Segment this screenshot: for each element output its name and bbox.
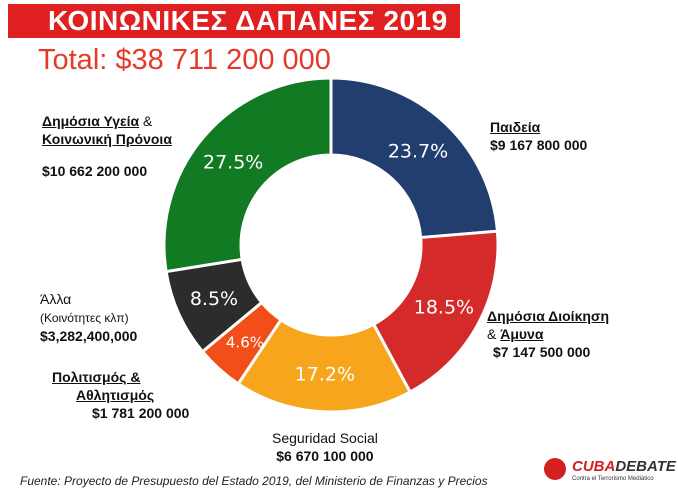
logo-text: CUBADEBATE [572,458,676,475]
label-culture-name: Πολιτισμός & [52,369,141,385]
label-other: Άλλα (Κοινότητες κλπ) $3,282,400,000 [40,290,137,345]
pct-label-health: 27.5% [203,152,263,174]
label-admin-amp: & [487,326,501,342]
cubadebate-logo[interactable]: CUBADEBATE Contra el Terrorismo Mediátic… [544,456,676,488]
pct-label-security: 17.2% [295,363,355,385]
label-culture-name2: Αθλητισμός [76,387,155,403]
label-admin-name: Δημόσια Διοίκηση [487,308,610,324]
label-security-name: Seguridad Social [272,430,378,446]
label-culture: Πολιτισμός & Αθλητισμός $1 781 200 000 [52,368,189,422]
label-health-amount: $10 662 200 000 [42,163,148,179]
pct-label-education: 23.7% [388,140,448,162]
pct-label-admin: 18.5% [414,296,474,318]
logo-mark-icon [544,458,566,480]
slice-health [162,76,333,274]
slice-education [329,76,500,240]
label-admin: Δημόσια Διοίκηση & Άμυνα $7 147 500 000 [487,307,609,361]
label-culture-amount: $1 781 200 000 [92,405,190,421]
pct-label-culture: 4.6% [226,333,264,351]
logo-subtitle: Contra el Terrorismo Mediático [572,476,654,482]
label-other-amount: $3,282,400,000 [40,328,138,344]
label-education-name: Παιδεία [490,119,541,135]
label-admin-amount: $7 147 500 000 [493,344,591,360]
label-security-amount: $6 670 100 000 [276,448,374,464]
pct-label-other: 8.5% [190,288,238,310]
label-other-name: Άλλα [40,291,72,307]
total-amount: Total: $38 711 200 000 [38,44,331,76]
label-health-name2: Κοινωνική Πρόνοια [42,131,172,147]
label-education-amount: $9 167 800 000 [490,137,588,153]
chart-title: ΚΟΙΝΩΝΙΚΕΣ ΔΑΠΑΝΕΣ 2019 [8,4,460,38]
label-health: Δημόσια Υγεία & Κοινωνική Πρόνοια $10 66… [42,112,172,179]
source-note: Fuente: Proyecto de Presupuesto del Esta… [20,474,488,488]
label-health-amp: & [139,113,153,129]
label-security: Seguridad Social $6 670 100 000 [272,429,378,465]
label-education: Παιδεία $9 167 800 000 [490,118,587,154]
label-other-name2: (Κοινότητες κλπ) [40,311,129,325]
label-admin-name2: Άμυνα [500,326,544,342]
label-health-name: Δημόσια Υγεία [42,113,140,129]
